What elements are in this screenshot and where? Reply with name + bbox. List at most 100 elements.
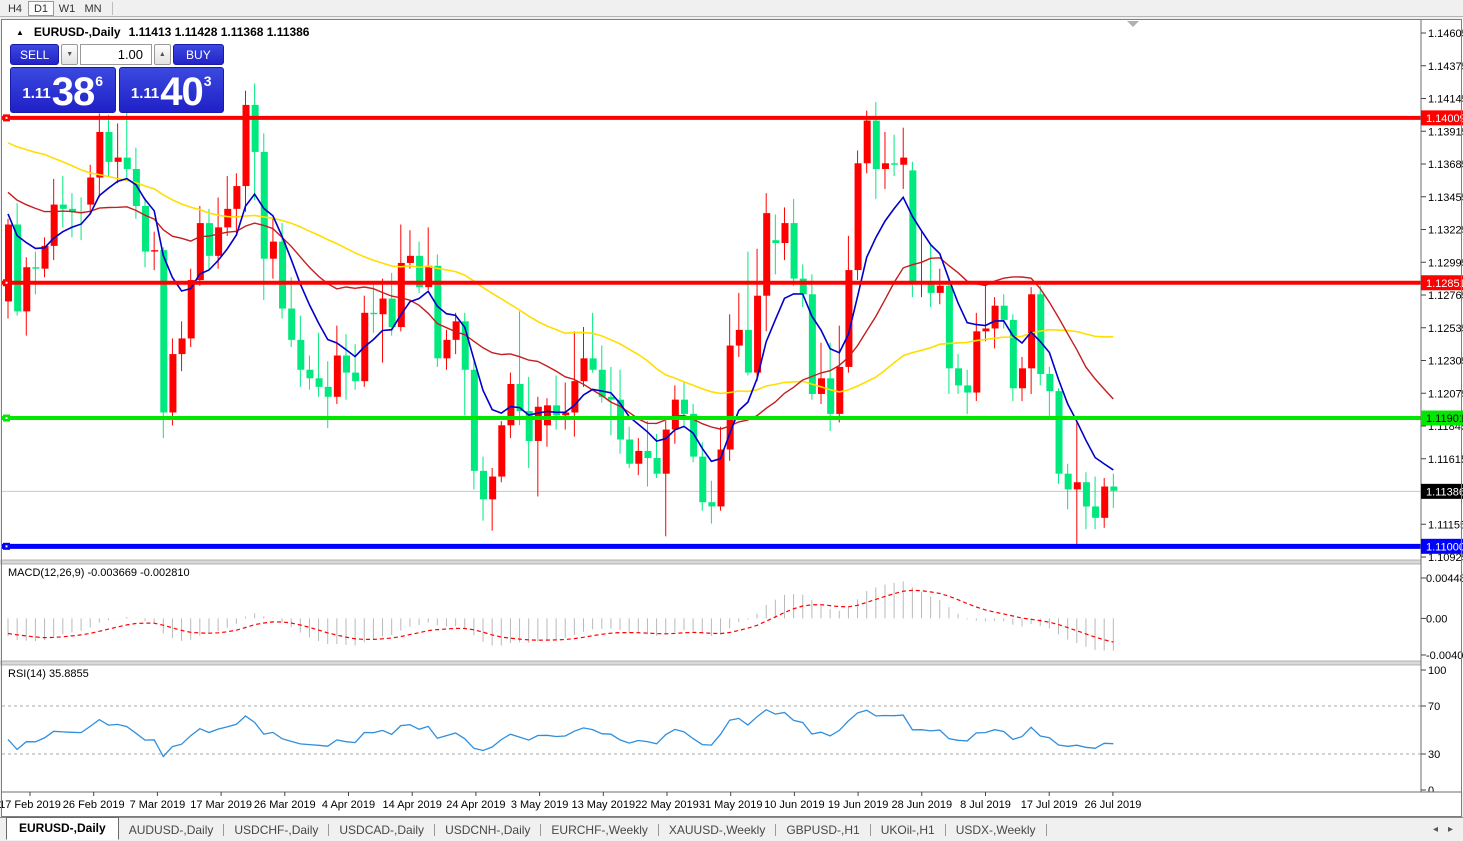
- timeframe-button-h4[interactable]: H4: [2, 1, 28, 16]
- macd-signal-line: [7, 589, 1114, 643]
- sell-price-pipette: 6: [95, 73, 104, 89]
- candle-body: [863, 120, 871, 164]
- sell-price-button[interactable]: 1.11 38 6: [10, 67, 116, 113]
- triangle-down-icon: ▼: [66, 51, 74, 58]
- sell-price-big-digits: 38: [51, 70, 95, 115]
- candle-body: [260, 151, 268, 259]
- buy-button[interactable]: BUY: [172, 44, 225, 65]
- candle-body: [1009, 319, 1017, 389]
- date-axis-label: 3 May 2019: [511, 799, 568, 811]
- chart-tab-eurchf-weekly[interactable]: EURCHF-,Weekly: [551, 822, 648, 837]
- timeframe-button-d1[interactable]: D1: [28, 0, 54, 16]
- candle-body: [151, 250, 159, 252]
- tab-divider: [944, 823, 946, 836]
- triangle-up-icon: ▲: [158, 51, 166, 58]
- chart-tab-usdcnh-daily[interactable]: USDCNH-,Daily: [445, 822, 531, 837]
- candle-body: [836, 366, 844, 414]
- moving-average-line-45: [7, 142, 1114, 395]
- candle-body: [50, 204, 58, 246]
- candle-body: [543, 405, 551, 426]
- date-axis-label: 26 Feb 2019: [63, 799, 125, 811]
- candle-body: [242, 104, 250, 187]
- chart-tab-xauusd-weekly[interactable]: XAUUSD-,Weekly: [668, 822, 766, 837]
- candle-body: [808, 294, 816, 394]
- tab-scroll-left-icon[interactable]: ◂: [1432, 824, 1438, 835]
- buy-price-button[interactable]: 1.11 40 3: [118, 67, 224, 113]
- candle-body: [306, 369, 314, 379]
- date-axis-label: 22 May 2019: [635, 799, 699, 811]
- candle-body: [827, 378, 835, 414]
- date-axis-label: 24 Apr 2019: [446, 799, 505, 811]
- window-frame: [1, 19, 1462, 817]
- candle-body: [1110, 486, 1118, 491]
- price-axis-label: 1.12765: [1428, 290, 1463, 302]
- chart-ohlc-values: 1.11413 1.11428 1.11368 1.11386: [128, 25, 310, 39]
- candle-body: [635, 450, 643, 464]
- chart-tab-audusd-daily[interactable]: AUDUSD-,Daily: [128, 822, 214, 837]
- candle-body: [142, 206, 150, 252]
- chart-tab-usdchf-daily[interactable]: USDCHF-,Daily: [234, 822, 319, 837]
- candle-body: [251, 104, 259, 152]
- candle-body: [333, 355, 341, 397]
- price-axis-label: 1.12075: [1428, 388, 1463, 400]
- candle-body: [900, 157, 908, 165]
- volume-decrease-button[interactable]: ▼: [61, 44, 79, 65]
- chart-tab-gbpusd-h1[interactable]: GBPUSD-,H1: [786, 822, 860, 837]
- candle-body: [297, 339, 305, 370]
- candle-body: [955, 368, 963, 386]
- price-level-badge: [1421, 275, 1463, 291]
- trade-panel-prices: 1.11 38 6 1.11 40 3: [10, 67, 224, 113]
- buy-price-pipette: 3: [203, 73, 212, 89]
- price-axis-label: 1.13685: [1428, 159, 1463, 171]
- candle-body: [744, 329, 752, 373]
- price-axis-label: 1.14375: [1428, 61, 1463, 73]
- candle-body: [489, 476, 497, 500]
- rsi-line: [7, 708, 1114, 758]
- rsi-axis-label: 100: [1428, 665, 1446, 677]
- price-level-badge-text: 1.11386: [1426, 486, 1463, 498]
- tab-scroll-right-icon[interactable]: ▸: [1447, 824, 1453, 835]
- candle-body: [598, 369, 606, 397]
- pane-separator[interactable]: [0, 660, 1463, 666]
- candle-body: [626, 439, 634, 464]
- volume-increase-button[interactable]: ▲: [154, 44, 171, 65]
- candle-body: [891, 163, 899, 165]
- candle-body: [425, 265, 433, 288]
- candle-body: [160, 250, 168, 413]
- timeframe-button-mn[interactable]: MN: [80, 1, 106, 16]
- one-click-trading-panel: SELL ▼ ▲ BUY 1.11 38 6 1.11 40 3: [10, 44, 225, 113]
- chart-tab-eurusd-daily[interactable]: EURUSD-,Daily: [6, 817, 119, 840]
- rsi-axis-label: 0: [1428, 785, 1434, 797]
- candle-body: [1101, 486, 1109, 518]
- candle-body: [553, 405, 561, 416]
- date-axis-label: 17 Feb 2019: [0, 799, 61, 811]
- chart-tab-usdcad-daily[interactable]: USDCAD-,Daily: [339, 822, 425, 837]
- price-axis-label: 1.13455: [1428, 192, 1463, 204]
- sell-button[interactable]: SELL: [10, 44, 60, 65]
- candle-body: [1000, 305, 1008, 320]
- date-axis: 17 Feb 2019 26 Feb 2019 7 Mar 2019 17 Mar 2…: [0, 791, 1462, 817]
- chart-tab-ukoil-h1[interactable]: UKOil-,H1: [880, 822, 935, 837]
- candle-body: [59, 204, 67, 209]
- candle-body: [589, 358, 597, 370]
- candle-body: [699, 456, 707, 503]
- candle-body: [443, 339, 451, 359]
- timeframe-button-w1[interactable]: W1: [54, 1, 80, 16]
- candle-body: [1073, 482, 1081, 490]
- candle-body: [845, 270, 853, 367]
- candle-body: [1028, 294, 1036, 369]
- candle-body: [233, 186, 241, 209]
- tab-divider: [775, 823, 777, 836]
- candle-body: [452, 321, 460, 340]
- candle-body: [406, 255, 414, 263]
- date-axis-label: 17 Jul 2019: [1021, 799, 1078, 811]
- timeframe-toolbar: H4 D1 W1 MN: [0, 0, 1463, 17]
- candle-body: [708, 502, 716, 507]
- candle-body: [735, 329, 743, 346]
- volume-input[interactable]: [80, 44, 153, 65]
- chart-shift-marker-icon: [1127, 21, 1139, 27]
- collapse-trade-panel-icon[interactable]: ▲: [16, 27, 24, 37]
- chart-tab-usdx-weekly[interactable]: USDX-,Weekly: [955, 822, 1036, 837]
- pane-separator[interactable]: [0, 559, 1463, 565]
- candle-body: [909, 170, 917, 283]
